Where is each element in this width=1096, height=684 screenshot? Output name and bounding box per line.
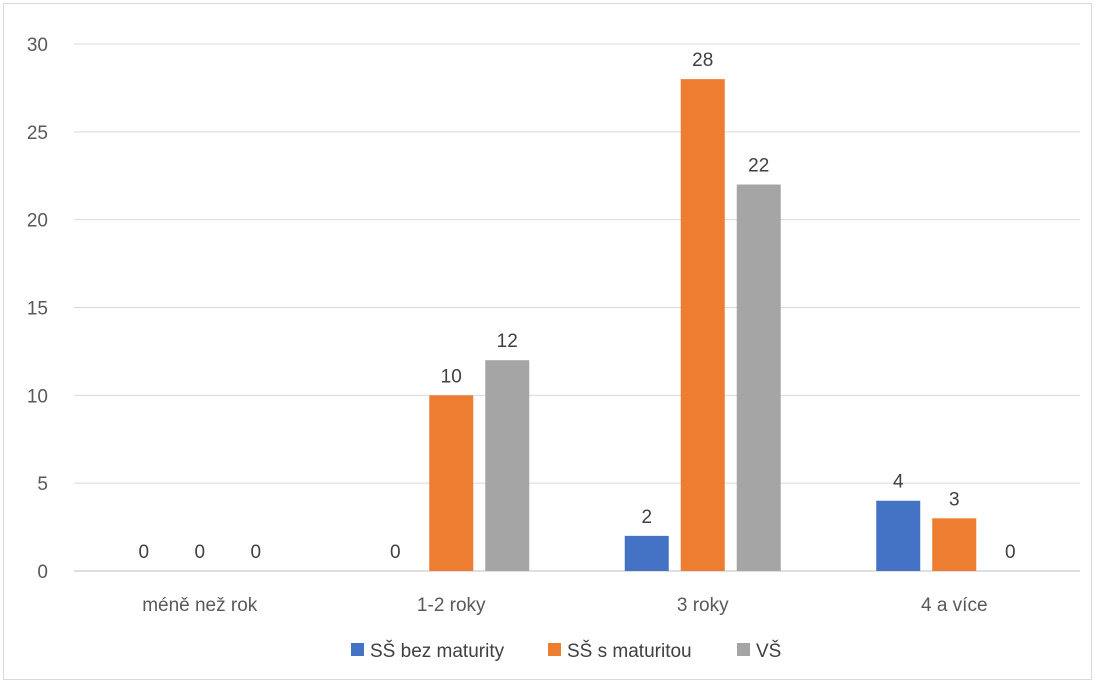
legend-label: SŠ bez maturity bbox=[370, 640, 505, 662]
bar bbox=[624, 535, 669, 571]
x-tick-label: 4 a více bbox=[921, 595, 988, 616]
bar bbox=[485, 360, 530, 571]
data-label: 10 bbox=[441, 366, 462, 387]
data-label: 4 bbox=[893, 472, 904, 493]
y-tick-label: 30 bbox=[27, 35, 48, 56]
x-tick-label: méně než rok bbox=[142, 595, 258, 616]
data-label: 0 bbox=[194, 542, 205, 563]
data-label: 12 bbox=[497, 331, 518, 352]
legend-swatch bbox=[548, 643, 561, 656]
data-label: 0 bbox=[138, 542, 149, 563]
x-tick-label: 3 roky bbox=[677, 595, 729, 616]
legend-label: SŠ s maturitou bbox=[567, 640, 692, 662]
data-label: 2 bbox=[641, 507, 652, 528]
legend-swatch bbox=[351, 643, 364, 656]
bar bbox=[876, 500, 921, 571]
y-tick-label: 20 bbox=[27, 211, 48, 232]
data-label: 0 bbox=[250, 542, 261, 563]
data-label: 28 bbox=[692, 50, 713, 71]
y-tick-label: 15 bbox=[27, 299, 48, 320]
y-tick-label: 5 bbox=[37, 474, 48, 495]
data-label: 22 bbox=[748, 156, 769, 177]
data-label: 0 bbox=[390, 542, 401, 563]
bar bbox=[736, 184, 781, 572]
y-tick-label: 0 bbox=[37, 562, 48, 583]
data-label: 0 bbox=[1005, 542, 1016, 563]
legend-swatch bbox=[737, 643, 750, 656]
y-tick-label: 25 bbox=[27, 123, 48, 144]
bar bbox=[680, 79, 725, 571]
legend-label: VŠ bbox=[756, 640, 781, 662]
y-tick-label: 10 bbox=[27, 386, 48, 407]
bar bbox=[429, 395, 474, 571]
bar bbox=[932, 518, 977, 571]
x-tick-label: 1-2 roky bbox=[417, 595, 486, 616]
data-label: 3 bbox=[949, 489, 960, 510]
